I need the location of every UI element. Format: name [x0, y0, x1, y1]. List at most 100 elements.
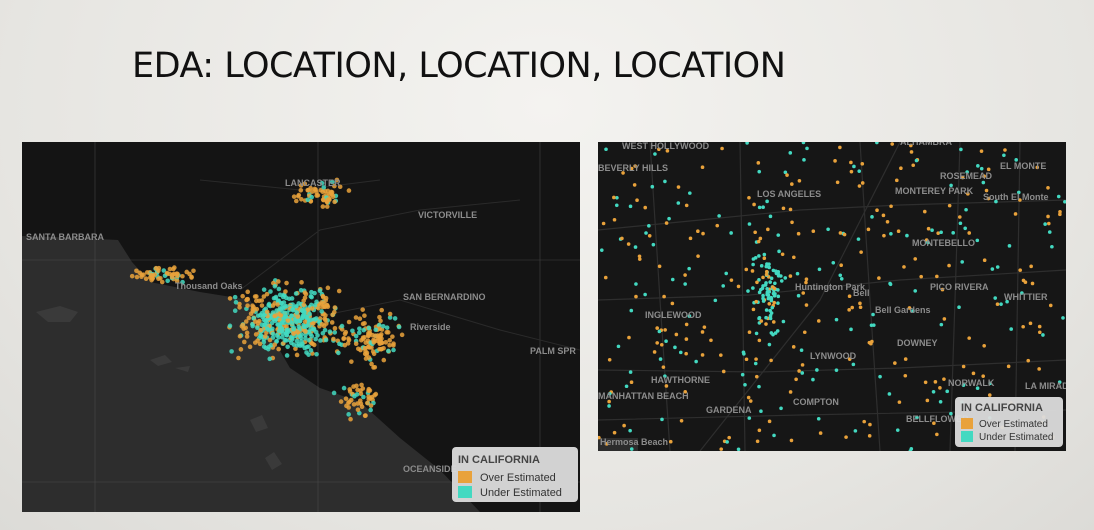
point — [770, 305, 775, 310]
point — [323, 295, 329, 301]
point — [881, 213, 886, 218]
point — [922, 209, 927, 214]
point — [909, 150, 914, 154]
point — [255, 325, 260, 331]
point — [762, 256, 767, 261]
point — [926, 226, 931, 231]
point — [816, 416, 821, 421]
point — [762, 252, 767, 257]
point — [647, 233, 652, 238]
legend-swatch — [961, 431, 973, 442]
point — [859, 250, 863, 254]
place-label: WHITTIER — [1004, 292, 1048, 302]
point — [159, 279, 165, 285]
point — [264, 309, 270, 315]
point — [746, 289, 750, 293]
point — [294, 338, 300, 344]
point — [849, 327, 853, 332]
point — [670, 277, 675, 282]
point — [637, 257, 642, 261]
place-label: PICO RIVERA — [930, 282, 989, 292]
point — [857, 184, 862, 188]
point — [754, 357, 758, 361]
point — [753, 230, 757, 235]
point — [926, 240, 930, 245]
point — [350, 328, 355, 334]
point — [381, 357, 387, 363]
point — [758, 236, 763, 241]
point — [165, 278, 170, 284]
point — [799, 348, 804, 352]
point — [1021, 278, 1026, 283]
point — [765, 287, 769, 291]
point — [667, 216, 671, 221]
point — [308, 326, 313, 332]
point — [684, 322, 689, 327]
point — [276, 286, 282, 292]
point — [850, 305, 855, 310]
point — [940, 287, 945, 292]
point — [781, 206, 786, 211]
point — [961, 383, 966, 387]
place-label: COMPTON — [793, 397, 839, 407]
point — [634, 282, 638, 286]
point — [1021, 324, 1025, 329]
legend-title: IN CALIFORNIA — [961, 402, 1043, 414]
point — [938, 400, 943, 404]
point — [622, 423, 626, 428]
point — [242, 339, 247, 345]
point — [229, 349, 234, 354]
point — [757, 338, 762, 343]
point — [253, 332, 259, 337]
point — [306, 337, 312, 343]
point — [769, 276, 774, 281]
point — [291, 326, 296, 332]
point — [893, 361, 897, 365]
point — [1003, 148, 1007, 152]
point — [768, 316, 773, 321]
place-label: GARDENA — [706, 405, 752, 415]
point — [868, 422, 872, 427]
point — [616, 344, 621, 349]
point — [776, 233, 781, 237]
point — [313, 336, 318, 342]
point — [745, 142, 749, 145]
point — [298, 183, 304, 188]
point — [276, 346, 281, 352]
point — [755, 280, 759, 285]
point — [318, 338, 323, 343]
point — [870, 215, 874, 219]
point — [607, 391, 612, 396]
point — [134, 268, 139, 274]
point — [191, 268, 196, 274]
point — [624, 384, 629, 389]
place-label: LOS ANGELES — [757, 189, 821, 199]
point — [805, 146, 809, 151]
point — [757, 384, 761, 389]
point — [757, 428, 762, 433]
point — [647, 224, 651, 228]
point — [258, 327, 264, 333]
point — [232, 308, 238, 314]
point — [357, 326, 362, 331]
point — [930, 228, 934, 232]
point — [314, 193, 319, 198]
point — [291, 194, 297, 199]
point — [327, 329, 333, 334]
point — [303, 336, 308, 341]
point — [245, 289, 251, 295]
point — [894, 178, 899, 183]
point — [367, 331, 372, 336]
point — [655, 326, 659, 330]
point — [314, 299, 319, 305]
point — [301, 298, 306, 304]
point — [867, 434, 872, 438]
point — [853, 429, 858, 433]
place-label: Bell Gardens — [875, 305, 931, 315]
point — [882, 233, 886, 238]
point — [399, 332, 405, 338]
point — [284, 327, 290, 333]
point — [381, 345, 386, 351]
point — [751, 262, 755, 267]
point — [284, 353, 290, 358]
